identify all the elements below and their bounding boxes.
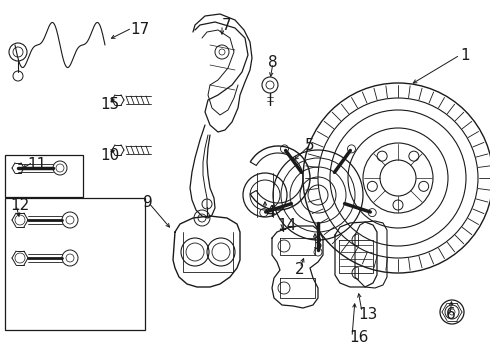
Bar — [5, 198, 145, 330]
Text: 5: 5 — [305, 138, 315, 153]
Text: 1: 1 — [460, 48, 469, 63]
Text: 6: 6 — [446, 307, 456, 322]
Text: 13: 13 — [358, 307, 377, 322]
Text: 14: 14 — [277, 218, 296, 233]
Text: 7: 7 — [222, 18, 232, 33]
Text: 11: 11 — [27, 157, 46, 172]
Text: 12: 12 — [10, 198, 29, 213]
Text: 15: 15 — [100, 97, 119, 112]
Text: 8: 8 — [268, 55, 278, 70]
Text: 4: 4 — [265, 205, 274, 220]
Text: 2: 2 — [295, 262, 305, 277]
Bar — [5, 155, 83, 197]
Text: 9: 9 — [143, 195, 153, 210]
Text: 17: 17 — [130, 22, 149, 37]
Text: 16: 16 — [349, 330, 368, 345]
Text: 3: 3 — [313, 237, 323, 252]
Text: 10: 10 — [100, 148, 119, 163]
